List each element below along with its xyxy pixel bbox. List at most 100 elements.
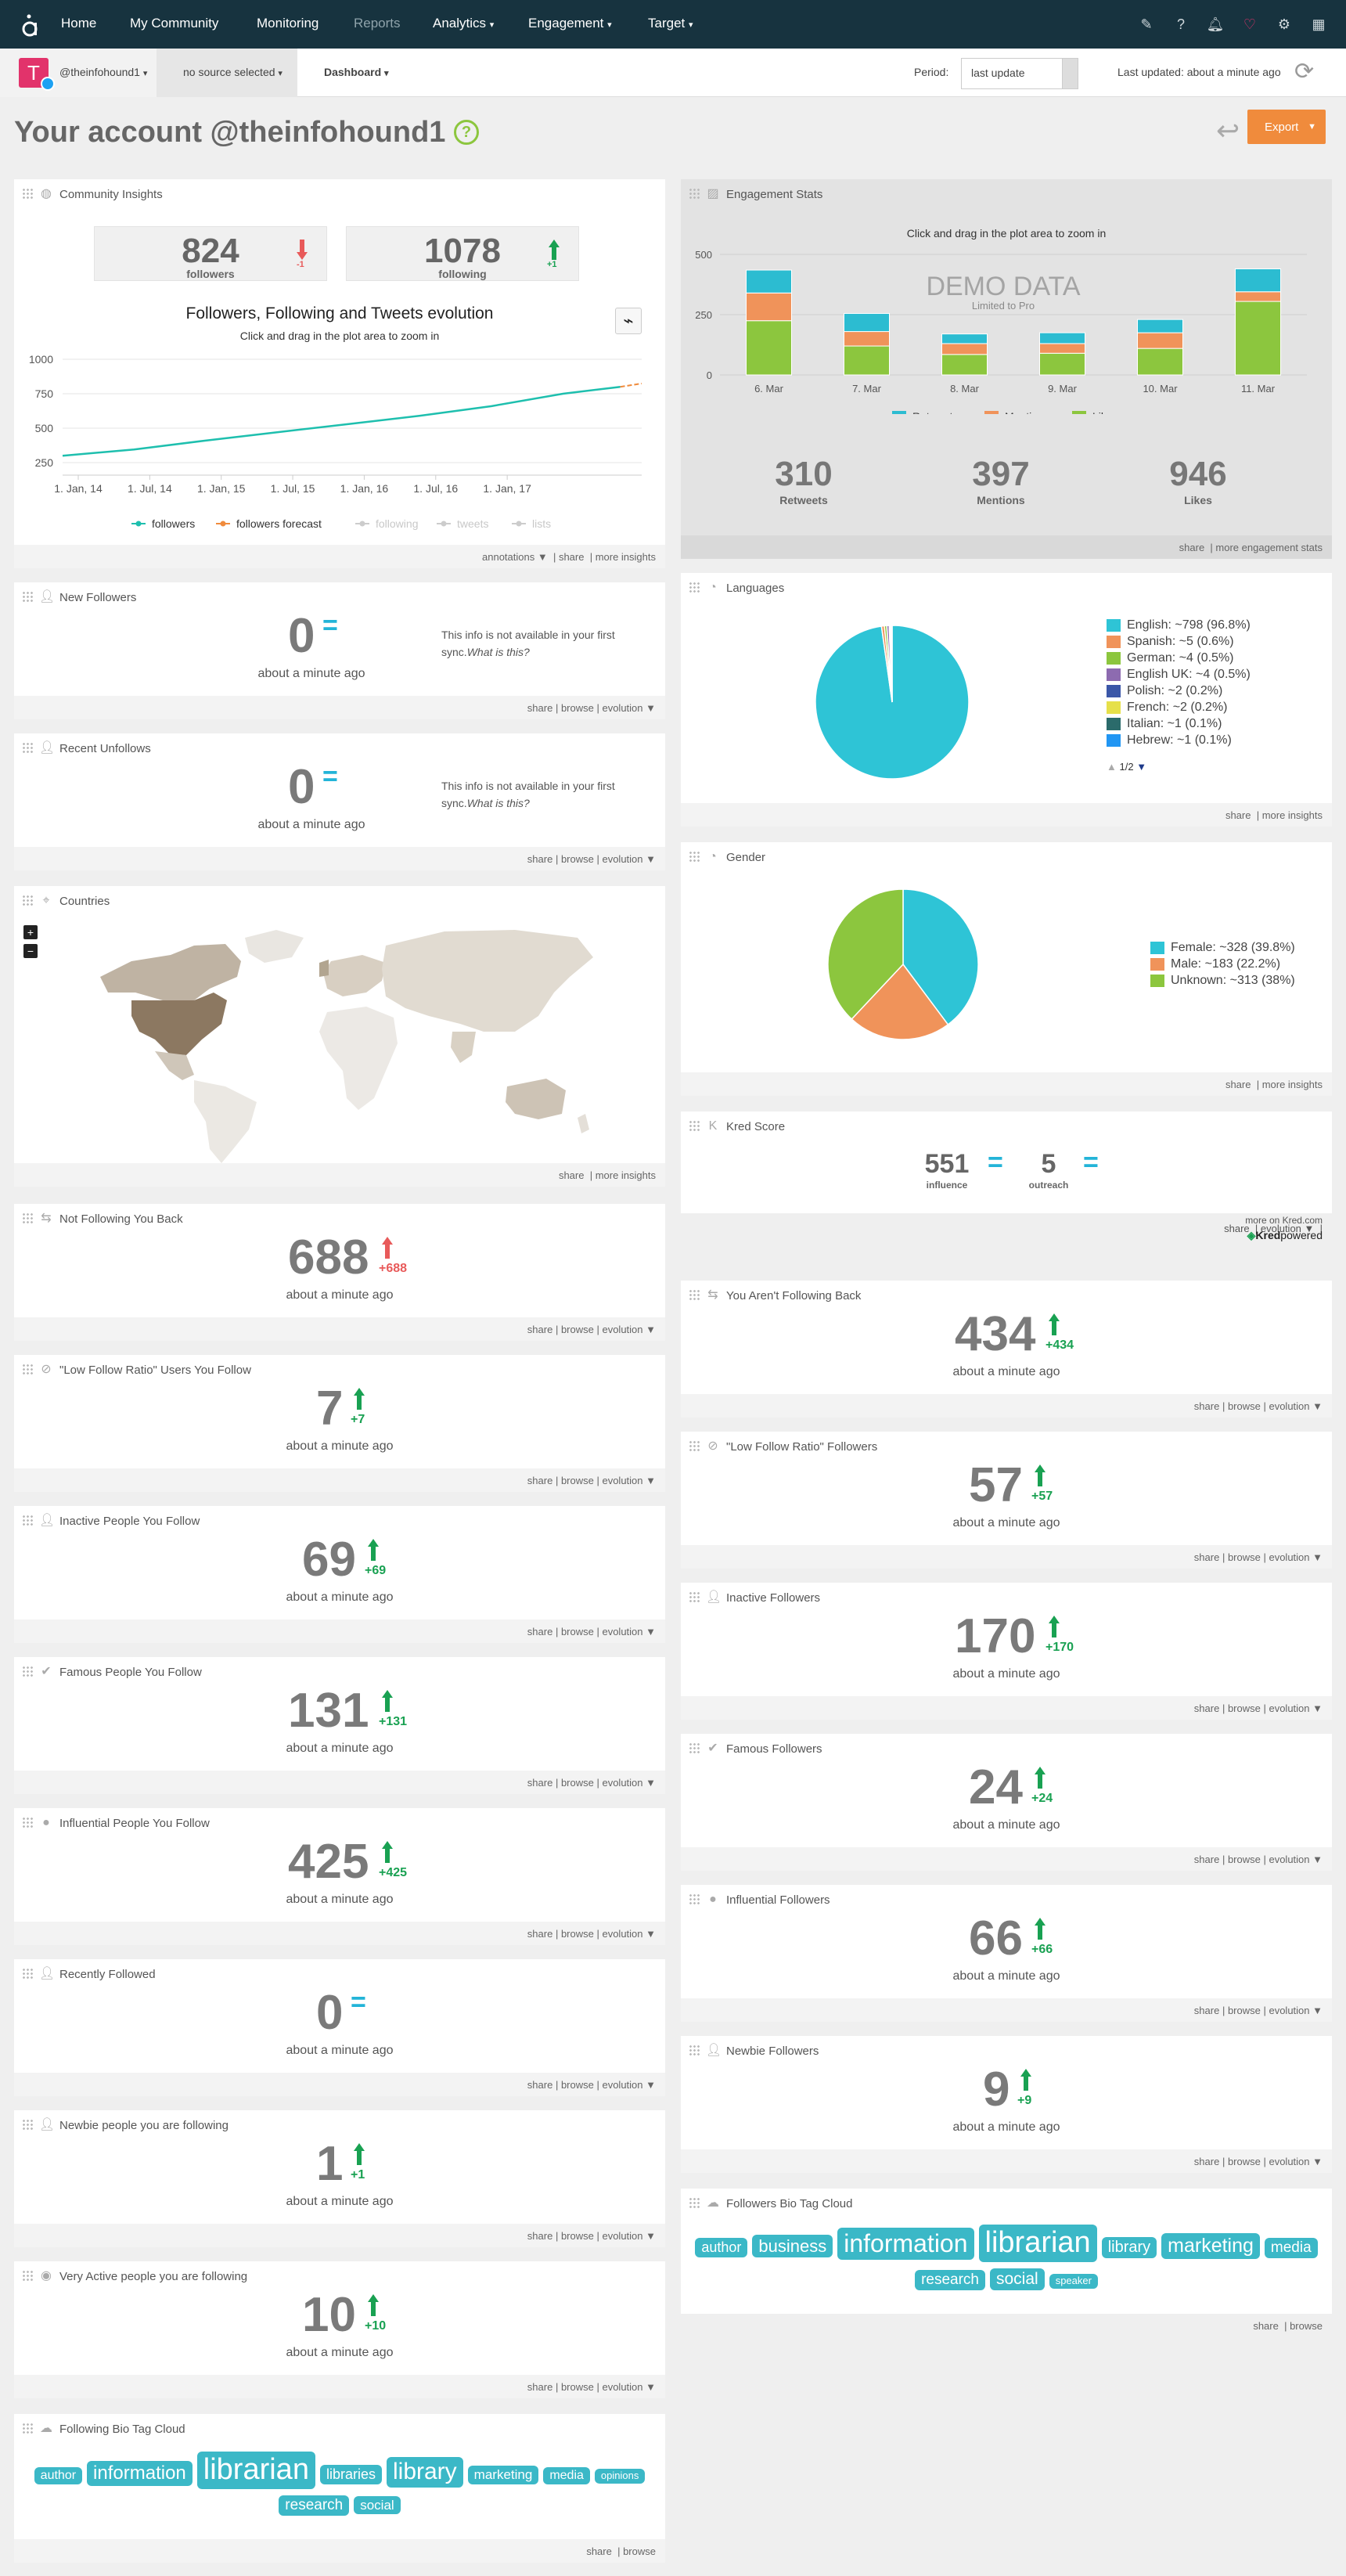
bar-mentions[interactable] — [844, 331, 890, 347]
browse-link[interactable]: browse — [560, 1324, 594, 1335]
pie-slice[interactable] — [851, 963, 949, 1040]
drag-handle-icon[interactable] — [689, 188, 700, 200]
browse-link[interactable]: browse — [1290, 2320, 1323, 2332]
share-link[interactable]: share — [1193, 1702, 1220, 1714]
zoom-out-button[interactable]: − — [23, 944, 38, 958]
nav-home[interactable]: Home — [61, 16, 97, 31]
nav-my-community[interactable]: My Community — [130, 16, 219, 31]
metric-value[interactable]: 0 — [288, 609, 315, 663]
tag-chip[interactable]: opinions — [594, 2469, 646, 2484]
tag-chip[interactable]: librarian — [978, 2225, 1097, 2262]
refresh-icon[interactable]: ⟳ — [1294, 59, 1315, 85]
legend-item[interactable]: Spanish: ~5 (0.6%) — [1107, 633, 1251, 650]
account-selector[interactable]: @theinfohound1 ▾ — [59, 66, 148, 78]
legend-pager[interactable]: ▲ 1/2 ▼ — [1107, 761, 1147, 773]
evolution-link[interactable]: evolution ▼ — [602, 702, 656, 714]
map-australia[interactable] — [506, 1079, 566, 1119]
tag-chip[interactable]: librarian — [196, 2452, 315, 2489]
drag-handle-icon[interactable] — [22, 1364, 33, 1376]
tag-chip[interactable]: library — [1101, 2237, 1157, 2258]
share-link[interactable]: share — [1253, 2320, 1279, 2332]
browse-link[interactable]: browse — [560, 2381, 594, 2393]
apps-grid-icon[interactable]: ▦ — [1312, 16, 1326, 32]
tag-chip[interactable]: media — [1264, 2238, 1318, 2258]
bar-mentions[interactable] — [746, 292, 792, 322]
bar-mentions[interactable] — [941, 343, 988, 355]
evolution-link[interactable]: evolution ▼ — [602, 1475, 656, 1486]
evolution-link[interactable]: evolution ▼ — [1269, 1400, 1323, 1412]
tag-chip[interactable]: libraries — [319, 2465, 382, 2484]
legend-item[interactable]: English UK: ~4 (0.5%) — [1107, 666, 1251, 683]
world-map[interactable] — [77, 914, 609, 1165]
tag-chip[interactable]: research — [279, 2495, 350, 2516]
bar-retweets[interactable] — [941, 333, 988, 344]
browse-link[interactable]: browse — [1227, 1400, 1261, 1412]
share-link[interactable]: share — [527, 1626, 553, 1637]
pager-up-icon[interactable]: ▲ — [1107, 761, 1117, 773]
bar-likes[interactable] — [844, 345, 890, 376]
source-selector[interactable]: no source selected ▾ — [183, 66, 283, 78]
browse-link[interactable]: browse — [560, 2079, 594, 2091]
legend-followers-forecast[interactable]: followers forecast — [216, 517, 322, 530]
legend-retweets[interactable]: Retweets — [892, 410, 958, 414]
metric-value[interactable]: 170 — [955, 1609, 1036, 1663]
share-link[interactable]: share — [527, 2079, 553, 2091]
series-followers-line[interactable] — [62, 385, 621, 457]
tag-chip[interactable]: media — [543, 2467, 590, 2485]
help-circle-icon[interactable]: ? — [1176, 16, 1185, 32]
drag-handle-icon[interactable] — [22, 1212, 33, 1225]
share-link[interactable]: share — [527, 1777, 553, 1789]
map-india[interactable] — [451, 1032, 476, 1063]
followers-evolution-chart[interactable]: 250 500 750 1000 1. Jan, 14 1. Jul, 14 1. Jan,… — [14, 344, 665, 531]
drag-handle-icon[interactable] — [689, 1289, 700, 1302]
legend-lists[interactable]: lists — [512, 517, 551, 530]
tag-chip[interactable]: information — [87, 2461, 193, 2486]
bar-likes[interactable] — [746, 320, 792, 376]
evolution-link[interactable]: evolution ▼ — [1269, 2005, 1323, 2016]
legend-mentions[interactable]: Mentions — [984, 410, 1049, 414]
browse-link[interactable]: browse — [560, 1626, 594, 1637]
drag-handle-icon[interactable] — [689, 1120, 700, 1133]
browse-link[interactable]: browse — [560, 1777, 594, 1789]
evolution-link[interactable]: evolution ▼ — [602, 1324, 656, 1335]
legend-item[interactable]: German: ~4 (0.5%) — [1107, 650, 1251, 666]
metric-value[interactable]: 57 — [969, 1458, 1023, 1512]
browse-link[interactable]: browse — [623, 2545, 656, 2557]
metric-value[interactable]: 688 — [288, 1230, 369, 1284]
drag-handle-icon[interactable] — [689, 851, 700, 863]
tag-chip[interactable]: research — [915, 2269, 985, 2290]
tag-chip[interactable]: author — [695, 2238, 748, 2257]
period-select[interactable]: last update — [961, 58, 1078, 89]
gender-pie-chart[interactable] — [825, 886, 981, 1043]
bar-mentions[interactable] — [1235, 291, 1281, 302]
drag-handle-icon[interactable] — [22, 188, 33, 200]
map-usa[interactable] — [131, 993, 227, 1055]
legend-following[interactable]: following — [355, 517, 418, 530]
dashboard-selector[interactable]: Dashboard ▾ — [324, 66, 389, 78]
metric-value[interactable]: 69 — [302, 1533, 356, 1587]
browse-link[interactable]: browse — [560, 1475, 594, 1486]
annotations-link[interactable]: annotations ▼ — [482, 551, 548, 563]
map-greenland[interactable] — [245, 930, 304, 963]
evolution-link[interactable]: evolution ▼ — [602, 2381, 656, 2393]
share-link[interactable]: share — [1193, 1854, 1220, 1865]
drag-handle-icon[interactable] — [689, 2045, 700, 2057]
drag-handle-icon[interactable] — [22, 1666, 33, 1678]
evolution-link[interactable]: evolution ▼ — [1269, 2156, 1323, 2167]
metric-value[interactable]: 0 — [316, 1986, 344, 2040]
evolution-link[interactable]: evolution ▼ — [602, 2230, 656, 2242]
avatar[interactable]: T — [19, 58, 49, 88]
metric-value[interactable]: 7 — [316, 1382, 344, 1436]
bar-likes[interactable] — [1235, 301, 1281, 376]
tag-chip[interactable]: speaker — [1049, 2273, 1098, 2289]
evolution-link[interactable]: evolution ▼ — [602, 1777, 656, 1789]
drag-handle-icon[interactable] — [22, 2119, 33, 2131]
tag-chip[interactable]: marketing — [467, 2466, 539, 2484]
tag-chip[interactable]: author — [34, 2467, 83, 2485]
bar-retweets[interactable] — [1137, 319, 1183, 333]
bar-mentions[interactable] — [1137, 332, 1183, 349]
share-link[interactable]: share — [527, 1475, 553, 1486]
share-link[interactable]: share — [1193, 2156, 1220, 2167]
share-link[interactable]: share — [1224, 1223, 1250, 1234]
app-logo-icon[interactable] — [16, 11, 44, 39]
